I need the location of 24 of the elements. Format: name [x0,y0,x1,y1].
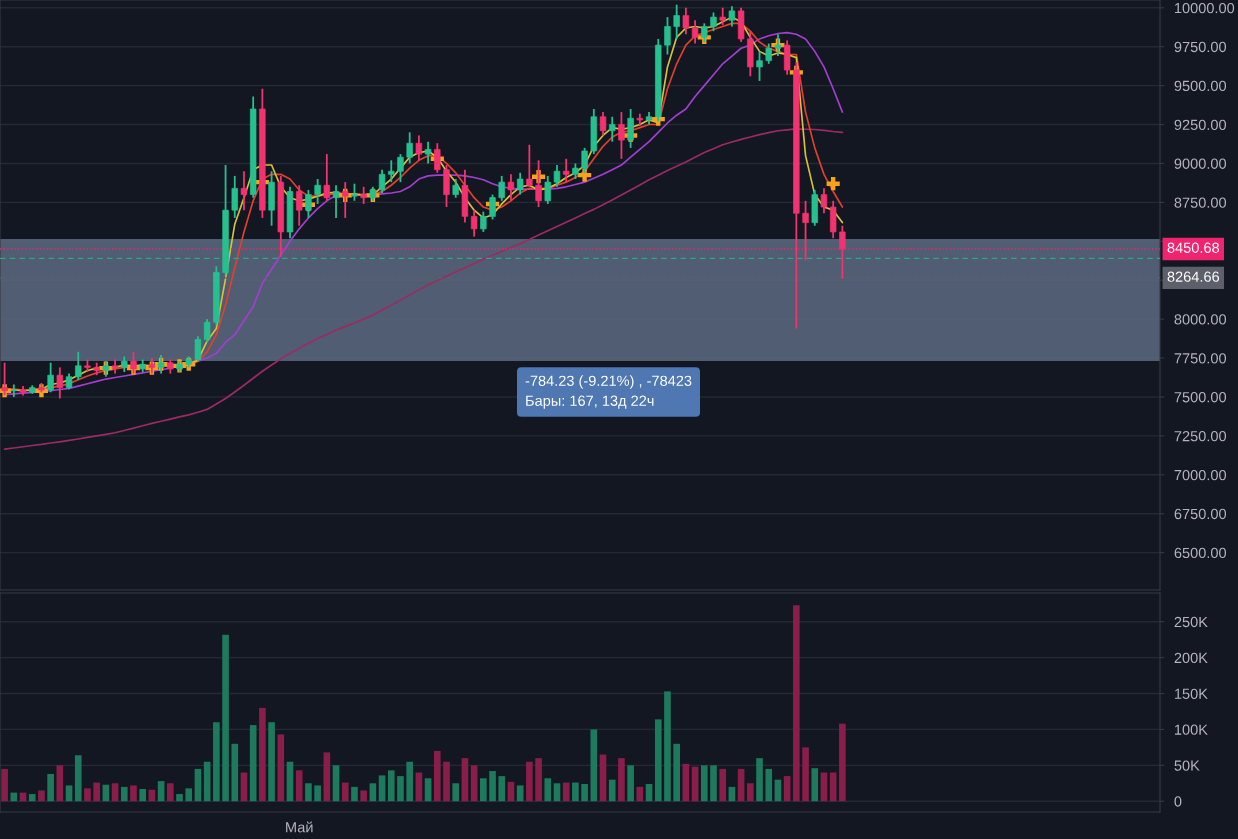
y-tick-label: 6750.00 [1174,508,1227,520]
y-tick-label: 9750.00 [1174,41,1227,53]
y-tick-label: 6500.00 [1174,547,1227,559]
ref-line-label: 8450.68 [1167,242,1220,253]
y-tick-label: 7500.00 [1174,392,1227,403]
annotation: -784.23 (-9.21%) , -78423 [525,375,692,389]
y-tick-label: 250K [1174,616,1208,628]
y-tick-label: 9250.00 [1174,119,1227,130]
y-tick-label: 150K [1175,688,1208,699]
ref-line-label: 8264.66 [1167,271,1220,282]
y-tick-label: 200K [1174,652,1208,664]
y-tick-label: 9500.00 [1174,80,1227,92]
y-tick-label: 50K [1174,760,1200,771]
y-tick-label: 9000.00 [1174,158,1227,169]
y-tick-label: 0 [1174,796,1182,807]
y-tick-label: 7750.00 [1174,353,1227,364]
y-tick-label: 10000.00 [1175,2,1235,14]
y-tick-label: 100K [1175,724,1208,735]
y-tick-label: 7000.00 [1174,469,1227,481]
y-tick-label: 8750.00 [1174,197,1227,208]
x-tick-label: Май [286,821,313,833]
annotation: Бары: 167, 13д 22ч [526,395,654,409]
y-tick-label: 7250.00 [1174,430,1227,442]
y-tick-label: 8000.00 [1174,314,1227,325]
